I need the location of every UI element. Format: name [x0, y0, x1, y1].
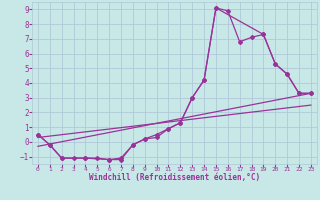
X-axis label: Windchill (Refroidissement éolien,°C): Windchill (Refroidissement éolien,°C)	[89, 173, 260, 182]
